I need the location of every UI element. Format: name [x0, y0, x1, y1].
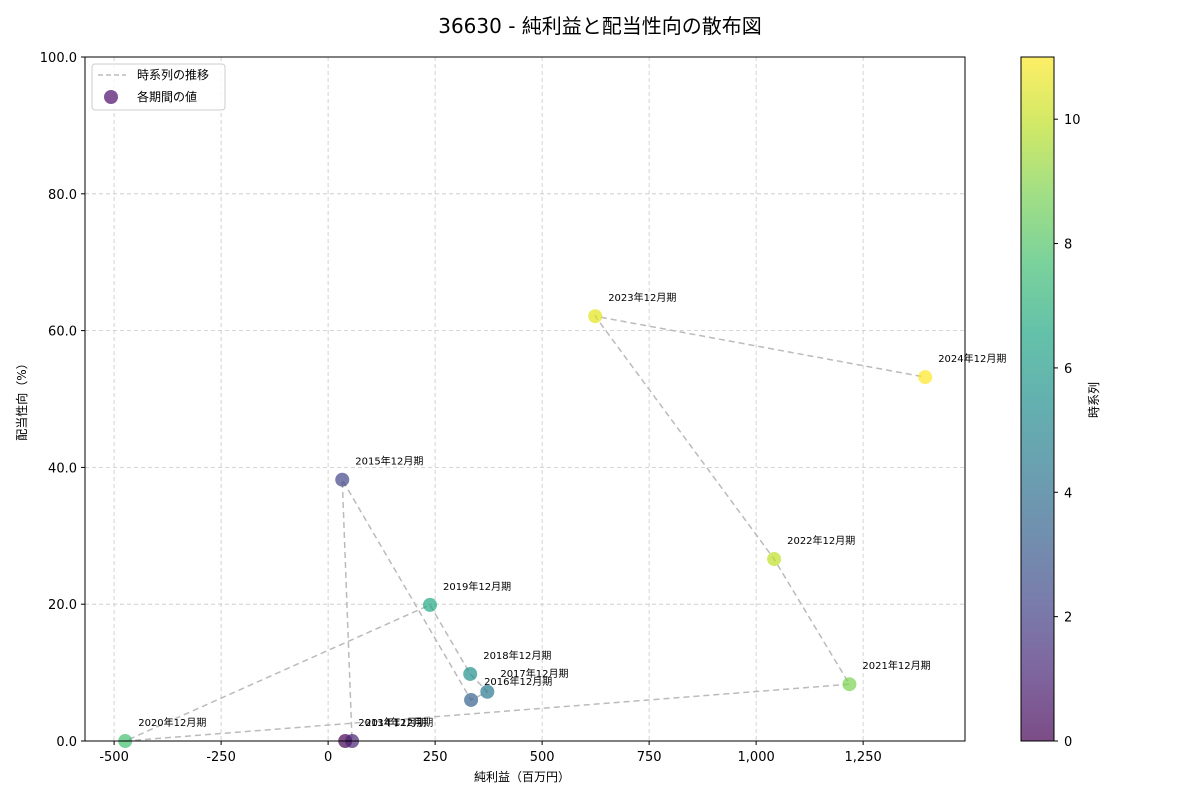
trend-line	[124, 315, 926, 742]
grid-lines	[85, 56, 965, 742]
data-point	[464, 692, 479, 707]
x-tick-label: 1,000	[738, 750, 775, 765]
x-tick-label: 1,250	[845, 750, 882, 765]
x-axis-ticks: -500 -250 0 250 500 750 1,000 1,250	[99, 741, 882, 765]
data-point	[480, 684, 495, 699]
point-label: 2023年12月期	[608, 291, 676, 304]
point-label: 2016年12月期	[484, 675, 552, 688]
colorbar-ticks: 0 2 4 6 8 10	[1054, 113, 1081, 750]
colorbar: 0 2 4 6 8 10 時系列	[1020, 56, 1101, 750]
x-axis-label: 純利益（百万円）	[474, 770, 570, 784]
y-tick-label: 40.0	[48, 461, 77, 476]
y-tick-label: 80.0	[48, 188, 77, 203]
data-point	[422, 597, 437, 612]
colorbar-tick-label: 8	[1064, 238, 1072, 253]
x-tick-label: 0	[324, 750, 332, 765]
y-axis-label: 配当性向（%）	[14, 357, 29, 440]
y-tick-label: 0.0	[56, 735, 77, 750]
legend-label-trend: 時系列の推移	[137, 68, 209, 82]
colorbar-gradient	[1020, 56, 1055, 742]
y-tick-label: 20.0	[48, 598, 77, 613]
data-point	[463, 666, 478, 681]
colorbar-tick-label: 6	[1064, 362, 1072, 377]
x-tick-label: 250	[423, 750, 448, 765]
point-label: 2019年12月期	[443, 580, 511, 593]
point-label: 2021年12月期	[862, 659, 930, 672]
y-tick-label: 60.0	[48, 325, 77, 340]
data-point	[842, 677, 857, 692]
legend-marker-icon	[104, 90, 118, 104]
colorbar-tick-label: 2	[1064, 611, 1072, 626]
data-point	[588, 309, 603, 324]
point-label: 2020年12月期	[138, 716, 206, 729]
plot-frame	[84, 56, 966, 742]
point-label: 2018年12月期	[483, 649, 551, 662]
data-point	[335, 472, 350, 487]
point-label: 2013年12月期	[358, 716, 426, 729]
chart-title: 36630 - 純利益と配当性向の散布図	[438, 14, 762, 38]
colorbar-tick-label: 0	[1064, 735, 1072, 750]
colorbar-tick-label: 4	[1064, 486, 1072, 501]
legend-label-values: 各期間の値	[137, 89, 197, 104]
data-point	[918, 370, 933, 385]
colorbar-label: 時系列	[1087, 382, 1101, 418]
x-tick-label: 750	[637, 750, 662, 765]
legend: 時系列の推移 各期間の値	[91, 63, 226, 111]
y-axis-ticks: 0.0 20.0 40.0 60.0 80.0 100.0	[40, 51, 85, 750]
colorbar-tick-label: 10	[1064, 113, 1081, 128]
point-label: 2015年12月期	[355, 455, 423, 468]
x-tick-label: 500	[530, 750, 555, 765]
point-label: 2017年12月期	[500, 667, 568, 680]
data-point	[767, 552, 782, 567]
point-label: 2024年12月期	[938, 352, 1006, 365]
x-tick-label: -500	[99, 750, 129, 765]
x-tick-label: -250	[206, 750, 236, 765]
data-points	[118, 309, 933, 748]
point-label: 2022年12月期	[787, 534, 855, 547]
y-tick-label: 100.0	[40, 51, 77, 66]
point-label: 2014年12月期	[365, 716, 433, 729]
